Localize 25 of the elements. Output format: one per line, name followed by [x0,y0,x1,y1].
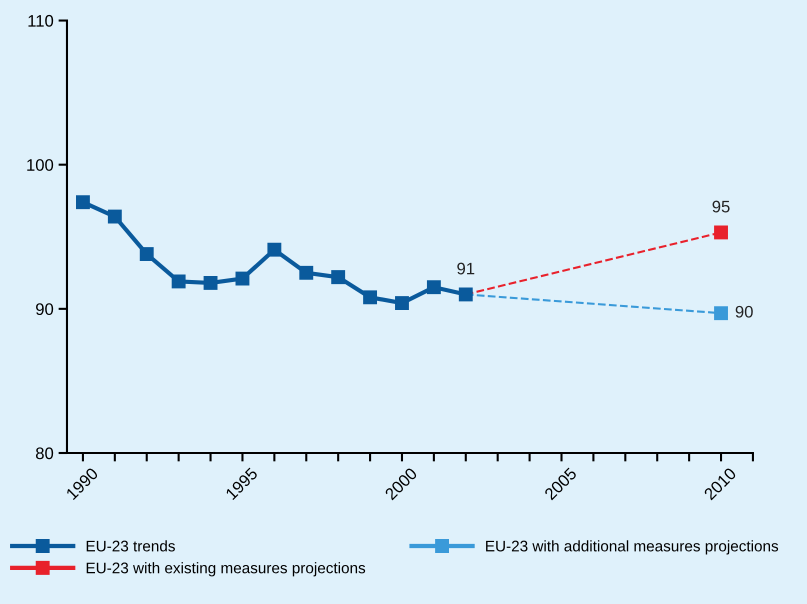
point [714,306,728,320]
y-tick-label: 100 [27,159,54,171]
point [204,276,218,290]
point [267,242,282,257]
point [140,247,154,262]
data-label: 95 [712,200,730,212]
point [395,296,409,310]
y-tick-label: 90 [36,303,54,316]
data-label: 91 [457,262,474,274]
data-label: 90 [736,306,753,318]
point [458,287,473,302]
point [714,226,728,240]
point [426,280,441,294]
legend-label: EU-23 with additional measures projections [486,540,778,555]
point [331,270,346,284]
point [236,272,250,286]
point [172,274,186,288]
legend-label: EU-23 trends [86,540,175,552]
point [299,266,314,280]
point [76,195,90,210]
y-tick-label: 110 [28,14,54,27]
point [108,210,122,224]
y-tick-label: 80 [36,447,54,460]
point [363,290,378,304]
legend-label: EU-23 with existing measures projections [86,562,366,576]
